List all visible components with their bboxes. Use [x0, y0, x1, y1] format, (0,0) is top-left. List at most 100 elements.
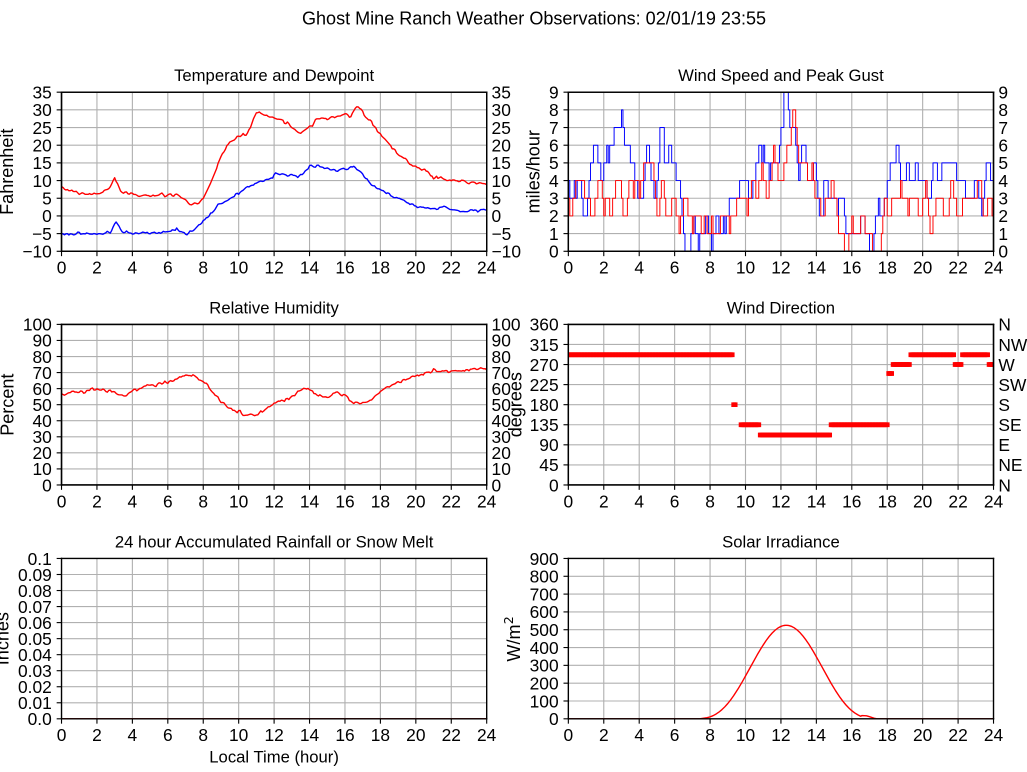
svg-text:30: 30: [32, 100, 51, 120]
svg-text:10: 10: [32, 171, 51, 191]
svg-text:2: 2: [92, 725, 102, 745]
svg-text:degrees: degrees: [506, 372, 526, 437]
svg-text:20: 20: [913, 258, 932, 278]
svg-text:0: 0: [549, 709, 559, 729]
svg-text:15: 15: [492, 153, 511, 173]
svg-text:6: 6: [163, 491, 173, 511]
svg-text:0: 0: [57, 725, 67, 745]
svg-text:135: 135: [530, 415, 559, 435]
svg-text:0: 0: [564, 725, 574, 745]
svg-text:270: 270: [530, 355, 559, 375]
svg-text:20: 20: [32, 136, 51, 156]
svg-text:25: 25: [492, 118, 511, 138]
svg-text:2: 2: [998, 206, 1008, 226]
svg-text:4: 4: [549, 171, 559, 191]
svg-text:E: E: [998, 435, 1010, 455]
svg-text:8: 8: [198, 725, 208, 745]
svg-text:0.1: 0.1: [28, 549, 52, 569]
svg-text:12: 12: [264, 258, 283, 278]
svg-text:0: 0: [549, 242, 559, 262]
svg-text:6: 6: [670, 258, 680, 278]
svg-text:1: 1: [998, 224, 1008, 244]
svg-text:22: 22: [948, 725, 967, 745]
svg-text:N: N: [998, 315, 1011, 335]
svg-text:8: 8: [705, 258, 715, 278]
svg-text:4: 4: [634, 725, 644, 745]
svg-text:90: 90: [539, 435, 558, 455]
svg-text:30: 30: [492, 100, 511, 120]
svg-text:6: 6: [670, 491, 680, 511]
svg-text:2: 2: [92, 258, 102, 278]
svg-text:35: 35: [492, 82, 511, 102]
svg-text:0: 0: [549, 475, 559, 495]
svg-text:35: 35: [32, 82, 51, 102]
svg-text:700: 700: [530, 584, 559, 604]
svg-text:500: 500: [530, 620, 559, 640]
svg-text:18: 18: [371, 725, 390, 745]
svg-text:12: 12: [264, 491, 283, 511]
svg-text:14: 14: [807, 725, 827, 745]
svg-text:200: 200: [530, 673, 559, 693]
svg-text:600: 600: [530, 602, 559, 622]
svg-text:22: 22: [948, 491, 967, 511]
svg-text:12: 12: [771, 725, 790, 745]
svg-text:10: 10: [492, 171, 511, 191]
svg-text:22: 22: [948, 258, 967, 278]
svg-text:360: 360: [530, 315, 559, 335]
svg-text:0: 0: [492, 206, 502, 226]
svg-text:NW: NW: [998, 335, 1027, 355]
svg-text:−10: −10: [22, 242, 51, 262]
svg-text:4: 4: [128, 491, 138, 511]
svg-text:18: 18: [371, 491, 390, 511]
svg-text:5: 5: [42, 189, 52, 209]
svg-text:Percent: Percent: [0, 374, 18, 436]
svg-text:0: 0: [564, 258, 574, 278]
svg-text:10: 10: [229, 258, 248, 278]
svg-text:100: 100: [492, 315, 521, 335]
svg-text:14: 14: [300, 725, 320, 745]
svg-text:Inches: Inches: [0, 612, 13, 665]
svg-text:6: 6: [998, 136, 1008, 156]
svg-text:0: 0: [57, 258, 67, 278]
svg-text:10: 10: [736, 491, 755, 511]
svg-text:8: 8: [198, 491, 208, 511]
svg-text:2: 2: [92, 491, 102, 511]
svg-text:1: 1: [549, 224, 559, 244]
svg-text:10: 10: [736, 258, 755, 278]
svg-text:5: 5: [549, 153, 559, 173]
svg-text:9: 9: [998, 82, 1008, 102]
svg-text:180: 180: [530, 395, 559, 415]
svg-text:W: W: [998, 355, 1015, 375]
svg-text:14: 14: [300, 258, 320, 278]
svg-text:22: 22: [442, 725, 461, 745]
svg-text:24: 24: [477, 725, 497, 745]
svg-text:16: 16: [842, 725, 861, 745]
svg-text:4: 4: [998, 171, 1008, 191]
svg-text:20: 20: [406, 491, 425, 511]
svg-text:20: 20: [492, 136, 511, 156]
svg-text:14: 14: [300, 491, 320, 511]
svg-text:8: 8: [705, 491, 715, 511]
svg-text:10: 10: [736, 725, 755, 745]
svg-text:Local Time (hour): Local Time (hour): [209, 747, 339, 766]
svg-text:7: 7: [998, 118, 1008, 138]
svg-text:4: 4: [634, 491, 644, 511]
svg-text:9: 9: [549, 82, 559, 102]
svg-text:0: 0: [57, 491, 67, 511]
svg-text:315: 315: [530, 335, 559, 355]
svg-text:SE: SE: [998, 415, 1021, 435]
svg-text:10: 10: [229, 491, 248, 511]
svg-text:4: 4: [128, 258, 138, 278]
svg-text:18: 18: [371, 258, 390, 278]
svg-text:225: 225: [530, 375, 559, 395]
svg-text:16: 16: [335, 258, 354, 278]
svg-text:5: 5: [492, 189, 502, 209]
svg-text:18: 18: [878, 258, 897, 278]
svg-text:7: 7: [549, 118, 559, 138]
svg-text:W / m 2: W / m 2: [500, 616, 525, 661]
svg-text:100: 100: [23, 315, 52, 335]
svg-text:14: 14: [807, 491, 827, 511]
svg-text:10: 10: [229, 725, 248, 745]
svg-text:8: 8: [549, 100, 559, 120]
svg-text:100: 100: [530, 691, 559, 711]
